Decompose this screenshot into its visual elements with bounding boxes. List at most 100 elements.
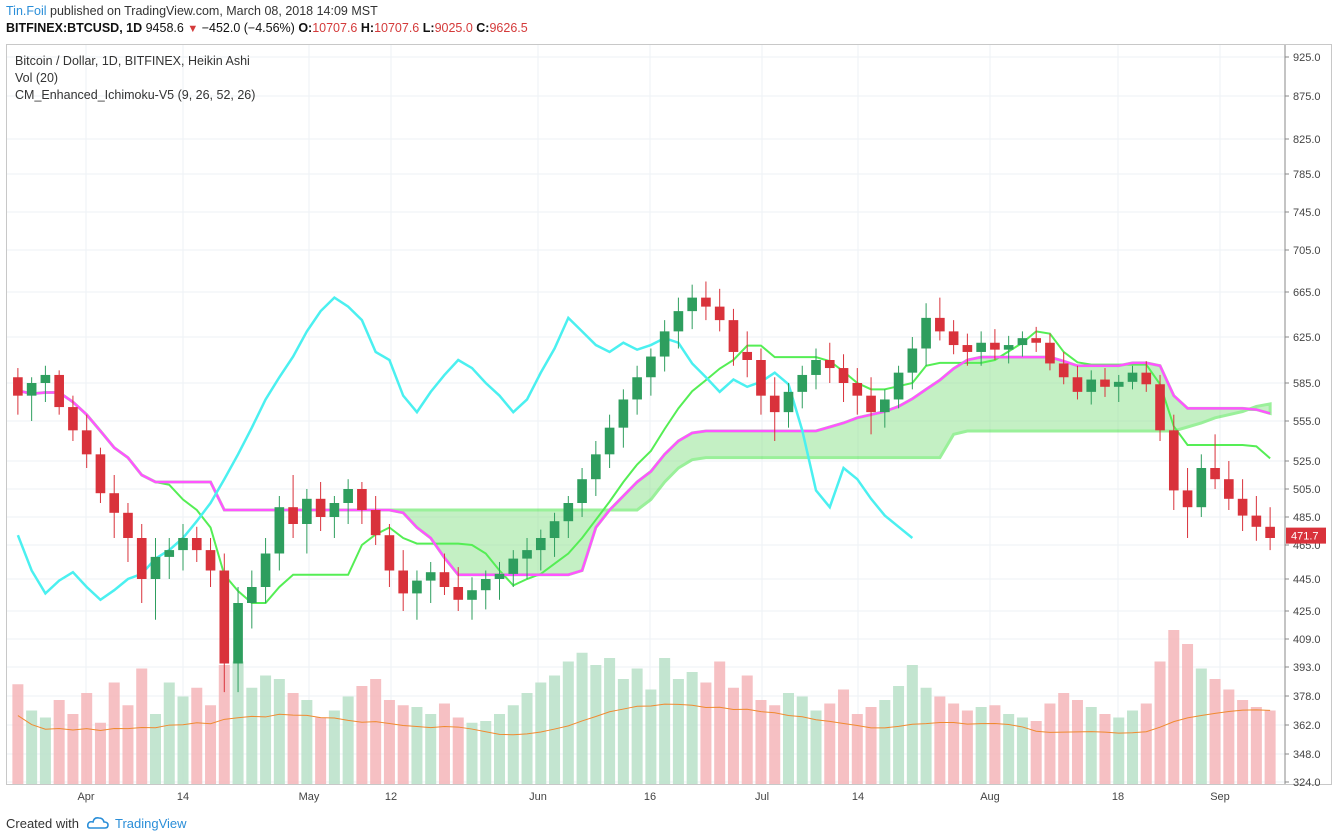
open-value: 10707.6: [312, 21, 358, 35]
candle-body: [962, 345, 973, 352]
header-bar: Tin.Foil published on TradingView.com, M…: [0, 0, 1338, 44]
candle-body: [1182, 490, 1193, 508]
volume-bar: [397, 705, 409, 784]
candle-body: [219, 570, 230, 664]
volume-bar: [1058, 693, 1070, 784]
last-price-label: 471.7: [1291, 531, 1319, 543]
time-axis-label: Aug: [980, 791, 1000, 803]
candle-body: [811, 360, 821, 375]
volume-bar: [39, 717, 51, 784]
volume-bar: [301, 700, 313, 784]
price-axis-label: 525.0: [1293, 456, 1321, 468]
volume-bar: [1195, 668, 1207, 784]
time-axis-label: 18: [1112, 791, 1124, 803]
chart-frame[interactable]: [6, 44, 1332, 785]
volume-bar: [727, 687, 739, 784]
volume-bar: [989, 705, 1001, 784]
volume-bar: [659, 658, 671, 784]
candle-body: [191, 538, 202, 551]
volume-bar: [315, 717, 327, 784]
candle-body: [246, 587, 257, 603]
price-axis-label: 625.0: [1293, 332, 1321, 344]
candle-body: [659, 331, 670, 357]
candle-body: [68, 407, 78, 431]
volume-bar: [507, 705, 519, 784]
low-value: 9025.0: [434, 21, 473, 35]
candle-body: [136, 538, 147, 579]
created-with-text: Created with: [6, 815, 79, 831]
price-axis-label: 785.0: [1293, 169, 1321, 181]
volume-bar: [1113, 717, 1125, 784]
candle-body: [1045, 342, 1055, 364]
volume-bar: [122, 705, 134, 784]
candle-body: [370, 510, 381, 536]
volume-bar: [232, 661, 244, 784]
volume-bar: [218, 665, 230, 784]
candle-body: [164, 550, 175, 557]
volume-bar: [273, 679, 285, 784]
candle-body: [549, 521, 560, 538]
candle-body: [1086, 379, 1097, 392]
time-axis-label: Sep: [1210, 791, 1230, 803]
tradingview-link[interactable]: TradingView: [114, 815, 187, 831]
author-link[interactable]: Tin.Foil: [6, 4, 47, 18]
candle-body: [1237, 498, 1248, 516]
time-axis-label: 16: [644, 791, 656, 803]
volume-bar: [1085, 707, 1097, 784]
change-text: −452.0 (−4.56%): [201, 21, 295, 35]
candle-body: [728, 320, 739, 352]
price-axis-label: 745.0: [1293, 207, 1321, 219]
volume-bar: [865, 707, 877, 784]
volume-bar: [356, 686, 368, 784]
volume-bar: [177, 696, 189, 784]
candle-body: [1210, 468, 1220, 480]
candle-body: [123, 512, 133, 538]
candle-body: [1100, 379, 1110, 387]
candle-body: [1265, 526, 1275, 538]
volume-bar: [590, 665, 602, 784]
candle-body: [1155, 384, 1165, 431]
volume-bar: [342, 696, 354, 784]
candle-body: [260, 553, 271, 587]
candle-body: [384, 535, 395, 571]
volume-bar: [948, 703, 960, 784]
candle-body: [687, 297, 697, 312]
volume-bar: [81, 693, 93, 784]
candle-body: [893, 372, 904, 400]
candle-body: [701, 297, 711, 307]
candle-body: [577, 479, 587, 503]
price-axis-label: 445.0: [1293, 574, 1321, 586]
volume-bar: [452, 717, 464, 784]
volume-bar: [67, 714, 79, 784]
last-price-tag: 471.7: [1286, 527, 1326, 544]
volume-bar: [494, 714, 506, 784]
tradingview-cloud-icon: [86, 817, 109, 829]
candle-body: [150, 556, 161, 579]
time-axis-label: 14: [177, 791, 189, 803]
volume-bar: [975, 707, 987, 784]
publish-line: Tin.Foil published on TradingView.com, M…: [6, 4, 378, 18]
symbol-line: BITFINEX:BTCUSD, 1D 9458.6 ▼ −452.0 (−4.…: [6, 21, 528, 35]
last-price-bg: [1286, 527, 1326, 544]
volume-bar: [12, 684, 24, 784]
candle-body: [343, 489, 353, 503]
volume-bar: [1044, 703, 1056, 784]
candle-body: [480, 579, 491, 591]
volume-bar: [1099, 714, 1111, 784]
close-value: 9626.5: [489, 21, 528, 35]
candle-body: [357, 489, 367, 510]
price-axis-label: 705.0: [1293, 245, 1321, 257]
volume-bar: [851, 714, 863, 784]
legend-indicator: CM_Enhanced_Ichimoku-V5 (9, 26, 52, 26): [15, 88, 256, 102]
volume-bar: [700, 682, 712, 784]
volume-bar: [838, 689, 850, 784]
last-price: 9458.6: [145, 21, 184, 35]
candle-body: [1196, 468, 1207, 508]
candle-body: [40, 374, 51, 383]
volume-bar: [425, 714, 437, 784]
volume-bar: [1003, 714, 1015, 784]
candle-body: [26, 383, 37, 396]
candle-body: [178, 538, 188, 551]
candle-body: [274, 507, 285, 554]
